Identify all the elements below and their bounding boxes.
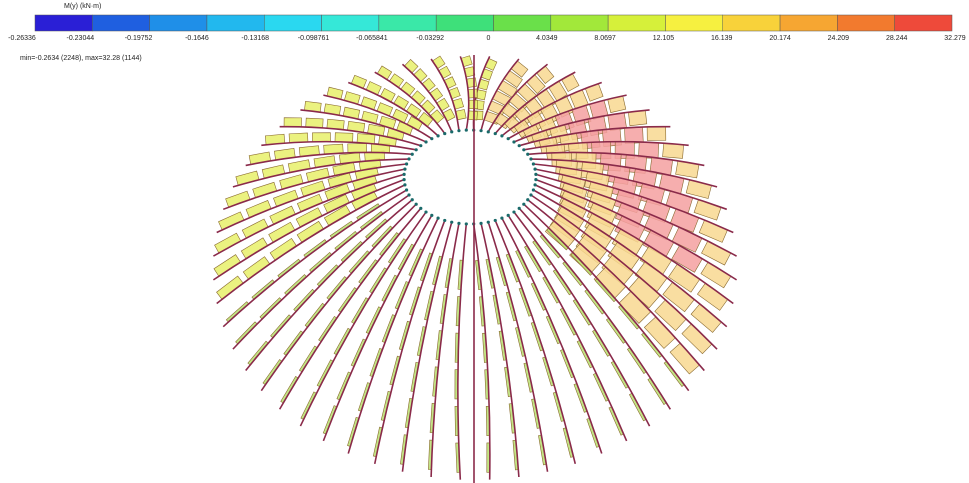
node bbox=[436, 217, 439, 220]
node bbox=[457, 129, 460, 132]
node bbox=[424, 210, 427, 213]
legend-label: 32.279 bbox=[944, 35, 966, 42]
node bbox=[487, 130, 490, 133]
legend-label: 16.139 bbox=[711, 35, 733, 42]
legend-label: -0.26336 bbox=[8, 35, 36, 42]
legend-label: 24.209 bbox=[828, 35, 850, 42]
node bbox=[533, 183, 536, 186]
legend-label: -0.13168 bbox=[241, 35, 269, 42]
node bbox=[450, 221, 453, 224]
node bbox=[419, 144, 422, 147]
node bbox=[419, 207, 422, 210]
node bbox=[403, 183, 406, 186]
shell-panel bbox=[468, 111, 478, 120]
node bbox=[533, 168, 536, 171]
node bbox=[534, 178, 537, 181]
legend-swatch bbox=[551, 15, 608, 31]
legend-label: -0.19752 bbox=[125, 35, 153, 42]
legend-swatch bbox=[837, 15, 894, 31]
node bbox=[411, 153, 414, 156]
node bbox=[522, 203, 525, 206]
node bbox=[518, 207, 521, 210]
node bbox=[522, 148, 525, 151]
node bbox=[479, 222, 482, 225]
node bbox=[415, 203, 418, 206]
node bbox=[479, 129, 482, 132]
node bbox=[436, 134, 439, 137]
node bbox=[403, 168, 406, 171]
shell-panel bbox=[348, 143, 367, 152]
legend-label: -0.065841 bbox=[356, 35, 388, 42]
node bbox=[424, 140, 427, 143]
legend-label: -0.03292 bbox=[416, 35, 444, 42]
shell-panel bbox=[647, 127, 666, 141]
legend-swatch bbox=[895, 15, 952, 31]
node bbox=[487, 221, 490, 224]
legend-label: 28.244 bbox=[886, 35, 908, 42]
legend-label: 12.105 bbox=[653, 35, 675, 42]
legend-label: -0.23044 bbox=[66, 35, 94, 42]
node bbox=[405, 162, 408, 165]
node bbox=[529, 157, 532, 160]
legend-label: 0 bbox=[487, 35, 491, 42]
node bbox=[507, 137, 510, 140]
node bbox=[430, 137, 433, 140]
node bbox=[457, 222, 460, 225]
legend-label: 4.0349 bbox=[536, 35, 558, 42]
legend-swatch bbox=[608, 15, 665, 31]
legend-swatch bbox=[780, 15, 837, 31]
legend-swatch bbox=[92, 15, 149, 31]
legend-swatch bbox=[35, 15, 92, 31]
node bbox=[512, 210, 515, 213]
node bbox=[518, 144, 521, 147]
node bbox=[532, 162, 535, 165]
shell-panel bbox=[335, 133, 353, 143]
node bbox=[529, 193, 532, 196]
node bbox=[534, 173, 537, 176]
legend-swatch bbox=[150, 15, 207, 31]
node bbox=[403, 178, 406, 181]
node bbox=[430, 214, 433, 217]
node bbox=[500, 217, 503, 220]
node bbox=[507, 214, 510, 217]
legend-label: -0.1646 bbox=[185, 35, 209, 42]
legend-swatch bbox=[665, 15, 722, 31]
node bbox=[500, 134, 503, 137]
node bbox=[465, 128, 468, 131]
min-max-status: min=-0.2634 (2248), max=32.28 (1144) bbox=[20, 55, 142, 62]
node bbox=[407, 157, 410, 160]
shell-panel bbox=[663, 143, 684, 158]
node bbox=[405, 188, 408, 191]
node bbox=[494, 132, 497, 135]
node bbox=[443, 219, 446, 222]
legend-swatch bbox=[207, 15, 264, 31]
legend-label: 20.174 bbox=[769, 35, 791, 42]
node bbox=[450, 130, 453, 133]
node bbox=[512, 140, 515, 143]
legend-swatch bbox=[723, 15, 780, 31]
legend-swatch bbox=[322, 15, 379, 31]
node bbox=[411, 198, 414, 201]
legend-unit: M(y) (kN·m) bbox=[64, 3, 101, 10]
legend-swatch bbox=[436, 15, 493, 31]
legend-swatch bbox=[264, 15, 321, 31]
node bbox=[494, 219, 497, 222]
shell-panel bbox=[469, 100, 478, 109]
shell-panel bbox=[284, 118, 301, 127]
node bbox=[465, 222, 468, 225]
legend-label: 8.0697 bbox=[594, 35, 616, 42]
node bbox=[403, 173, 406, 176]
legend-swatch bbox=[379, 15, 436, 31]
node bbox=[415, 148, 418, 151]
node bbox=[532, 188, 535, 191]
legend-swatch bbox=[494, 15, 551, 31]
node bbox=[407, 193, 410, 196]
node bbox=[526, 198, 529, 201]
shell-panel bbox=[468, 89, 478, 98]
node bbox=[443, 132, 446, 135]
node bbox=[526, 153, 529, 156]
viewport: M(y) (kN·m) -0.26336 -0.23044 -0.19752 -0.1… bbox=[0, 0, 969, 483]
shell-panel bbox=[312, 133, 330, 142]
legend-label: -0.098761 bbox=[298, 35, 330, 42]
